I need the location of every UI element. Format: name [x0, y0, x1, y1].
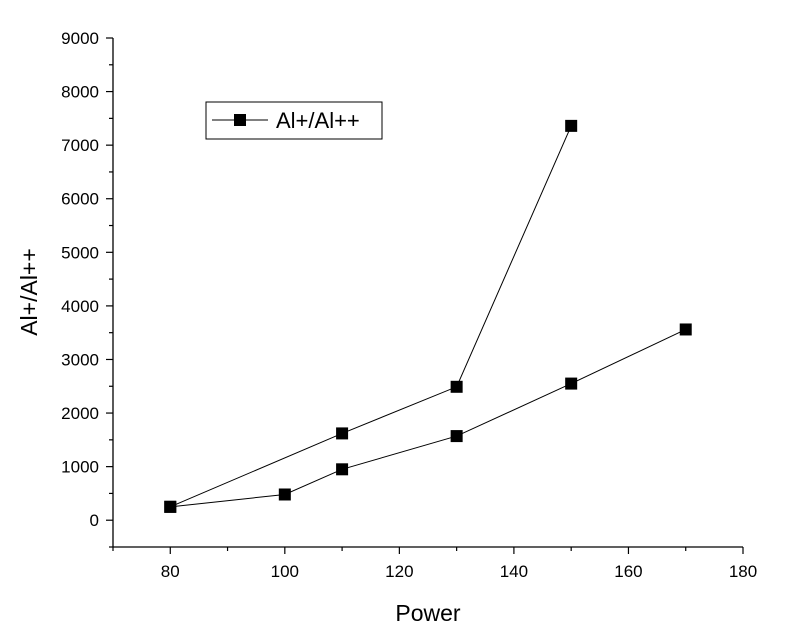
- data-point: [565, 377, 578, 390]
- data-point: [679, 323, 692, 336]
- x-tick-label: 120: [385, 562, 413, 581]
- y-axis-title: Al+/Al++: [16, 248, 42, 336]
- series-1: [164, 119, 578, 513]
- data-point: [336, 427, 349, 440]
- data-point: [450, 430, 463, 443]
- x-axis-title: Power: [395, 600, 461, 626]
- x-tick-label: 160: [614, 562, 642, 581]
- y-tick-label: 1000: [61, 458, 99, 477]
- y-tick-label: 5000: [61, 243, 99, 262]
- y-tick-label: 0: [90, 511, 99, 530]
- data-point: [450, 380, 463, 393]
- y-tick-label: 8000: [61, 83, 99, 102]
- x-tick-label: 100: [271, 562, 299, 581]
- x-axis-ticks: 80 100 120 140 160 180: [112, 547, 757, 581]
- legend-label: Al+/Al++: [276, 108, 360, 133]
- x-tick-label: 80: [161, 562, 180, 581]
- y-tick-label: 9000: [61, 29, 99, 48]
- data-point: [336, 463, 349, 476]
- axes: [112, 38, 743, 548]
- series-line: [170, 125, 572, 508]
- series-line: [170, 329, 686, 508]
- data-point: [164, 500, 177, 513]
- y-tick-label: 4000: [61, 297, 99, 316]
- legend-marker: [234, 114, 246, 126]
- series-layer: [164, 119, 692, 513]
- y-tick-label: 2000: [61, 404, 99, 423]
- x-tick-label: 140: [500, 562, 528, 581]
- data-point: [565, 119, 578, 132]
- y-tick-label: 6000: [61, 190, 99, 209]
- y-axis-ticks: 0 1000 2000 3000 4000 5000 6000 7000 8000 9000: [61, 29, 113, 548]
- legend: Al+/Al++: [205, 101, 383, 140]
- x-tick-label: 180: [729, 562, 757, 581]
- series-2: [164, 323, 692, 513]
- y-tick-label: 7000: [61, 136, 99, 155]
- y-tick-label: 3000: [61, 350, 99, 369]
- data-point: [278, 488, 291, 501]
